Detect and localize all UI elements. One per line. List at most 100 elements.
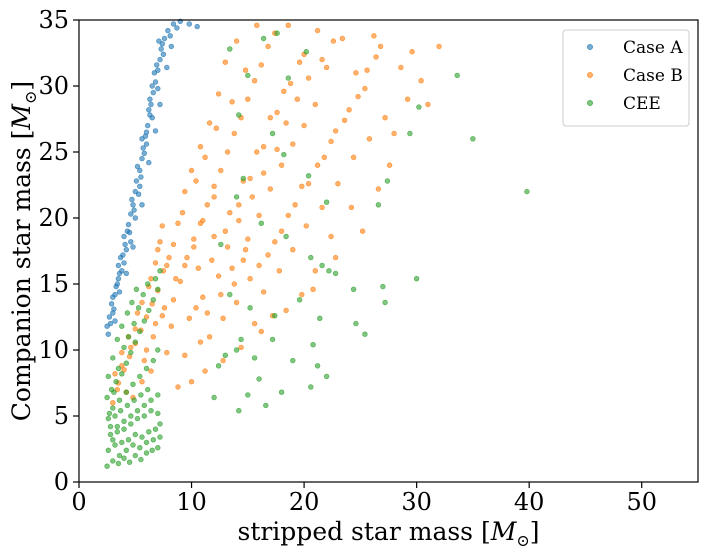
data-point xyxy=(131,320,137,327)
data-point xyxy=(130,381,136,387)
data-point xyxy=(141,357,148,364)
data-point xyxy=(182,262,188,269)
data-point xyxy=(146,307,152,314)
data-point xyxy=(319,204,325,211)
data-point xyxy=(425,101,431,108)
data-point xyxy=(143,314,150,320)
data-point xyxy=(124,402,131,409)
data-point xyxy=(231,130,238,137)
data-point xyxy=(224,149,231,155)
data-point xyxy=(330,38,337,44)
y-axis-title-text: Companion star mass [ xyxy=(7,130,36,422)
legend-marker xyxy=(587,72,593,78)
data-point xyxy=(292,202,298,208)
data-point xyxy=(125,437,132,443)
data-point xyxy=(321,154,327,161)
data-point xyxy=(110,458,116,464)
data-points-layer xyxy=(104,18,530,469)
data-point xyxy=(227,46,233,52)
data-point xyxy=(131,397,137,403)
y-tick-label: 5 xyxy=(54,402,69,430)
data-point xyxy=(296,59,303,65)
data-point xyxy=(188,379,195,385)
data-point xyxy=(125,221,132,228)
data-point xyxy=(126,459,133,465)
data-point xyxy=(382,114,388,121)
data-point xyxy=(129,196,135,203)
data-point xyxy=(245,392,251,398)
data-point xyxy=(265,43,271,50)
x-tick-label: 40 xyxy=(514,488,545,516)
data-point xyxy=(350,154,357,161)
data-point xyxy=(108,301,115,307)
data-point xyxy=(206,120,213,126)
data-point xyxy=(152,426,159,432)
data-point xyxy=(303,223,309,229)
data-point xyxy=(121,260,127,266)
data-point xyxy=(272,313,278,319)
data-point xyxy=(130,442,136,448)
data-point xyxy=(373,54,379,60)
x-tick-label: 10 xyxy=(176,488,207,516)
x-axis-title: stripped star mass [M⊙] xyxy=(237,517,539,550)
data-point xyxy=(364,67,370,73)
data-point xyxy=(115,460,122,467)
data-point xyxy=(137,328,143,335)
data-point xyxy=(173,276,179,282)
data-point xyxy=(138,456,144,463)
data-point xyxy=(148,276,154,282)
y-tick-label: 25 xyxy=(38,138,69,166)
data-point xyxy=(245,72,251,79)
data-point xyxy=(157,421,163,427)
data-point xyxy=(436,43,442,50)
data-point xyxy=(382,299,388,306)
data-point xyxy=(152,128,159,134)
data-point xyxy=(220,357,226,364)
data-point xyxy=(123,270,130,277)
data-point xyxy=(128,413,134,419)
data-point xyxy=(110,355,116,361)
data-point xyxy=(260,289,267,295)
data-point xyxy=(375,202,382,208)
data-point xyxy=(119,323,125,329)
data-point xyxy=(122,241,128,248)
data-point xyxy=(377,43,384,50)
data-point xyxy=(132,339,139,345)
data-point xyxy=(211,183,217,190)
data-point xyxy=(362,331,368,337)
data-point xyxy=(211,394,217,401)
data-point xyxy=(319,56,325,63)
data-point xyxy=(258,328,264,335)
data-point xyxy=(121,418,127,424)
data-point xyxy=(193,178,199,184)
data-point xyxy=(229,265,235,271)
data-point xyxy=(155,85,161,92)
data-point xyxy=(138,392,144,398)
data-point xyxy=(418,77,424,84)
data-point xyxy=(121,455,127,461)
data-point xyxy=(157,434,163,440)
data-point xyxy=(115,262,122,269)
data-point xyxy=(386,162,393,168)
data-point xyxy=(110,437,116,443)
data-point xyxy=(308,384,314,390)
data-point xyxy=(328,233,334,240)
data-point xyxy=(269,130,276,137)
data-point xyxy=(524,188,530,195)
data-point xyxy=(346,107,352,113)
data-point xyxy=(148,408,154,414)
data-point xyxy=(233,194,240,200)
data-point xyxy=(116,289,123,295)
data-point xyxy=(152,276,159,282)
series-cee xyxy=(104,30,530,469)
data-point xyxy=(121,367,127,373)
data-point xyxy=(236,408,242,414)
data-point xyxy=(211,194,217,200)
data-point xyxy=(251,77,258,84)
data-point xyxy=(229,99,235,105)
data-point xyxy=(149,447,155,453)
y-tick-label: 35 xyxy=(38,6,69,34)
data-point xyxy=(175,384,181,390)
data-point xyxy=(155,247,161,253)
data-point xyxy=(301,122,307,129)
